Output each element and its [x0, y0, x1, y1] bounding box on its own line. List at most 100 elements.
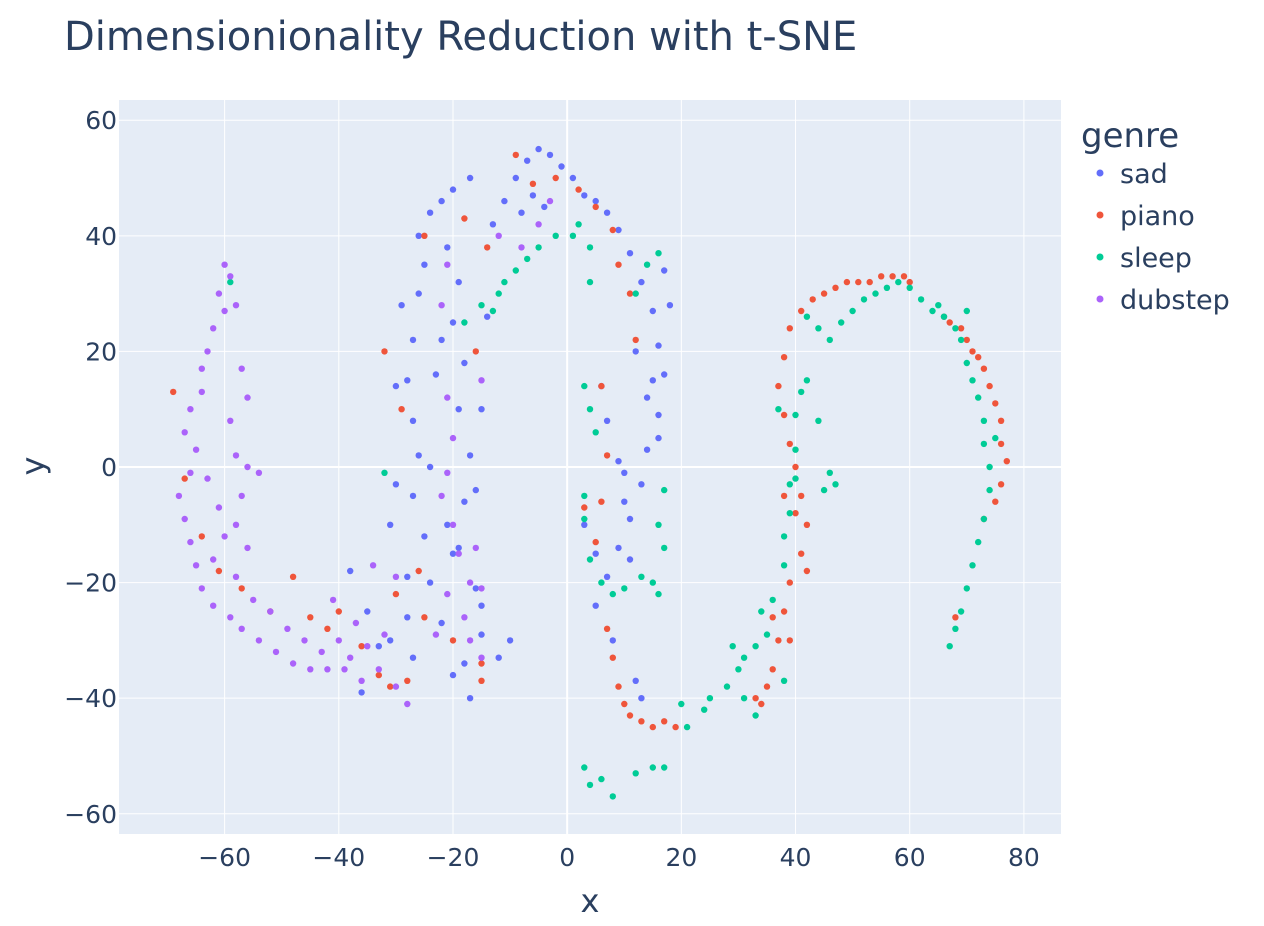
point-sleep — [661, 486, 668, 494]
legend-label: dubstep — [1120, 285, 1230, 316]
point-piano — [997, 417, 1005, 424]
point-dubstep — [192, 562, 200, 569]
point-sad — [512, 174, 519, 182]
point-dubstep — [244, 463, 251, 471]
point-sleep — [723, 683, 731, 690]
point-sad — [364, 608, 371, 615]
point-sleep — [581, 382, 588, 390]
x-axis-ticks: −60 −40 −20 0 20 40 60 80 — [198, 843, 1040, 872]
point-piano — [621, 700, 628, 708]
point-piano — [392, 590, 400, 598]
point-piano — [404, 677, 411, 684]
point-sleep — [980, 417, 988, 424]
point-piano — [661, 718, 668, 725]
point-dubstep — [449, 521, 457, 528]
point-dubstep — [347, 654, 354, 661]
point-sleep — [740, 654, 748, 661]
point-piano — [997, 440, 1005, 448]
point-piano — [1003, 458, 1010, 465]
point-sad — [449, 671, 457, 679]
point-sad — [461, 498, 468, 505]
point-sad — [649, 377, 656, 384]
point-piano — [906, 278, 913, 286]
point-sad — [472, 486, 479, 494]
point-piano — [798, 492, 805, 500]
point-piano — [289, 573, 297, 580]
legend-item-sleep[interactable]: sleep — [1096, 243, 1192, 274]
point-sleep — [643, 261, 651, 268]
point-piano — [963, 336, 970, 344]
point-sad — [347, 567, 354, 575]
point-piano — [786, 579, 793, 586]
point-dubstep — [438, 492, 445, 500]
x-tick-label: −60 — [198, 843, 251, 872]
point-sleep — [461, 319, 468, 326]
point-sleep — [706, 695, 714, 702]
point-piano — [398, 406, 405, 413]
point-sleep — [489, 307, 497, 315]
point-dubstep — [204, 475, 211, 482]
point-piano — [421, 614, 428, 621]
point-sleep — [598, 775, 605, 783]
point-sad — [626, 556, 634, 563]
point-sad — [541, 203, 548, 211]
legend-item-piano[interactable]: piano — [1096, 201, 1195, 232]
point-dubstep — [335, 637, 342, 644]
point-dubstep — [369, 562, 377, 569]
point-sad — [501, 197, 508, 205]
legend-marker-icon — [1096, 253, 1104, 261]
point-piano — [415, 567, 422, 575]
point-dubstep — [455, 550, 462, 557]
point-sleep — [512, 267, 519, 274]
x-tick-label: −20 — [427, 843, 480, 872]
point-sleep — [655, 250, 662, 257]
point-sleep — [780, 677, 788, 684]
point-dubstep — [404, 700, 411, 708]
point-piano — [484, 244, 491, 251]
point-piano — [512, 151, 519, 159]
point-dubstep — [187, 406, 194, 413]
point-piano — [775, 382, 782, 390]
point-dubstep — [535, 221, 542, 228]
point-sleep — [775, 406, 782, 413]
point-sleep — [940, 313, 948, 320]
point-sad — [466, 174, 474, 182]
point-piano — [969, 348, 976, 355]
point-sad — [626, 250, 634, 257]
point-sleep — [638, 573, 645, 580]
point-dubstep — [244, 544, 251, 552]
point-piano — [820, 290, 828, 297]
point-sad — [409, 417, 417, 424]
point-dubstep — [461, 614, 468, 621]
point-dubstep — [466, 637, 474, 644]
point-sleep — [598, 579, 605, 586]
point-sleep — [661, 764, 668, 771]
point-piano — [792, 463, 799, 471]
point-sad — [661, 371, 668, 378]
point-sad — [409, 654, 417, 661]
point-piano — [461, 215, 468, 222]
point-piano — [472, 348, 479, 355]
point-sleep — [609, 793, 616, 800]
point-piano — [603, 452, 611, 459]
point-sleep — [586, 556, 594, 563]
point-dubstep — [187, 469, 194, 476]
point-sleep — [575, 221, 582, 228]
point-sad — [455, 406, 462, 413]
point-sleep — [986, 486, 993, 494]
point-sad — [546, 151, 554, 159]
point-piano — [775, 637, 782, 644]
point-sleep — [986, 463, 993, 471]
point-piano — [752, 695, 759, 702]
point-sad — [461, 660, 468, 667]
point-piano — [626, 290, 634, 297]
grid-lines — [119, 100, 1061, 834]
point-piano — [780, 411, 788, 419]
point-dubstep — [381, 631, 388, 638]
point-sad — [581, 521, 588, 528]
point-sleep — [838, 319, 845, 326]
legend-item-dubstep[interactable]: dubstep — [1096, 285, 1230, 316]
point-sleep — [975, 394, 982, 401]
legend-item-sad[interactable]: sad — [1096, 159, 1168, 190]
point-sleep — [661, 544, 668, 552]
